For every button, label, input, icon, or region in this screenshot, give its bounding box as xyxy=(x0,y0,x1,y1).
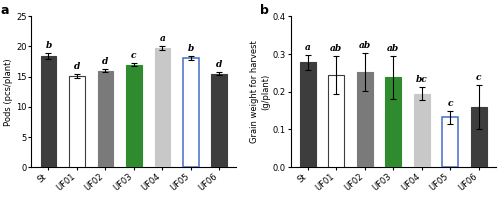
Y-axis label: Grain weight for harvest
(g/plant): Grain weight for harvest (g/plant) xyxy=(250,40,270,143)
Text: a: a xyxy=(160,34,166,43)
Text: ab: ab xyxy=(330,44,342,53)
Bar xyxy=(328,75,344,167)
Bar xyxy=(386,77,401,167)
Bar xyxy=(442,117,458,167)
Bar xyxy=(126,65,142,167)
Text: c: c xyxy=(448,98,453,108)
Text: c: c xyxy=(131,51,136,60)
Bar xyxy=(154,48,170,167)
Bar xyxy=(300,62,316,167)
Bar xyxy=(414,94,430,167)
Bar xyxy=(357,72,372,167)
Text: b: b xyxy=(46,41,52,50)
Y-axis label: Pods (pcs/plant): Pods (pcs/plant) xyxy=(4,58,13,125)
Text: d: d xyxy=(216,60,222,69)
Text: bc: bc xyxy=(416,75,428,84)
Text: c: c xyxy=(476,73,482,82)
Bar xyxy=(183,58,198,167)
Text: a: a xyxy=(305,43,311,52)
Text: d: d xyxy=(102,57,108,66)
Text: b: b xyxy=(260,4,269,17)
Text: ab: ab xyxy=(358,41,371,50)
Text: a: a xyxy=(0,4,9,17)
Text: d: d xyxy=(74,62,80,71)
Bar xyxy=(471,107,486,167)
Bar xyxy=(40,56,56,167)
Bar xyxy=(69,76,85,167)
Text: b: b xyxy=(188,44,194,53)
Text: ab: ab xyxy=(387,44,400,53)
Bar xyxy=(212,74,227,167)
Bar xyxy=(98,71,113,167)
